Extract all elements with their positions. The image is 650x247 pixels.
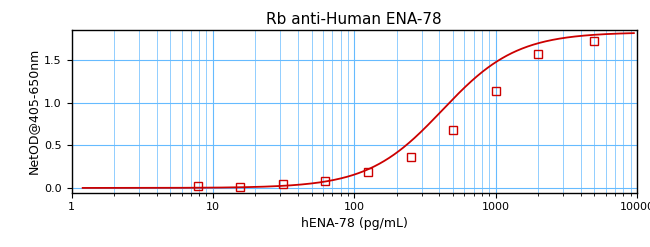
X-axis label: hENA-78 (pg/mL): hENA-78 (pg/mL) [301, 217, 408, 229]
Title: Rb anti-Human ENA-78: Rb anti-Human ENA-78 [266, 12, 442, 27]
Y-axis label: NetOD@405-650nm: NetOD@405-650nm [27, 48, 40, 174]
